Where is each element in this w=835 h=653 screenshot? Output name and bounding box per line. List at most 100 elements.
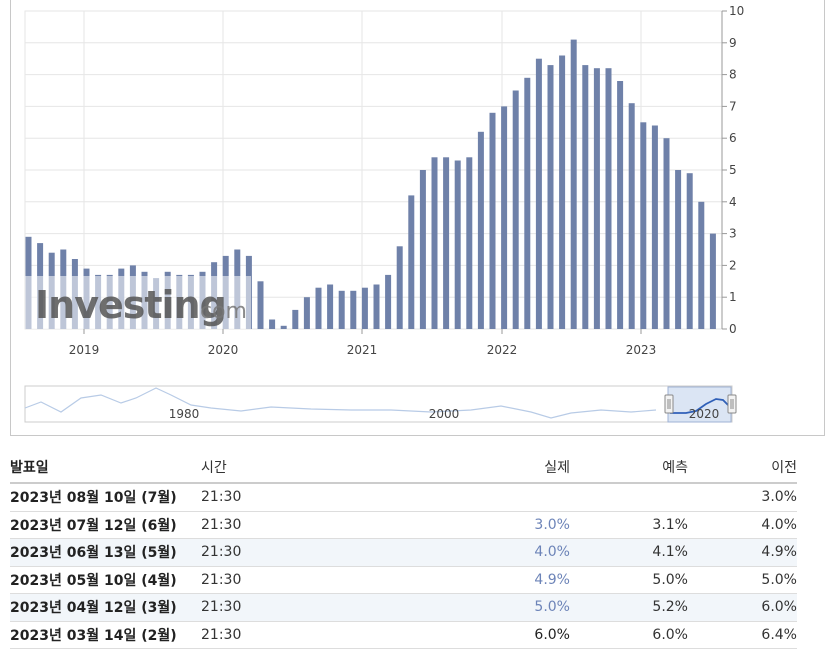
header-time[interactable]: 시간 — [201, 452, 421, 484]
bar — [257, 281, 264, 329]
bar — [303, 297, 310, 329]
cell-forecast: 4.1% — [570, 538, 688, 567]
cell-actual — [421, 483, 570, 512]
y-tick-label: 9 — [729, 36, 737, 50]
x-tick-label: 2020 — [208, 343, 239, 357]
bar — [396, 246, 403, 329]
table-row: 2023년 06월 13일 (5월) 21:30 4.0% 4.1% 4.9% — [10, 538, 797, 567]
y-tick-label: 2 — [729, 258, 737, 272]
bar — [535, 58, 542, 329]
bar — [361, 287, 368, 329]
navigator-selected-line — [670, 398, 730, 414]
cell-forecast: 3.1% — [570, 511, 688, 539]
bar — [385, 274, 392, 329]
bar — [628, 103, 635, 329]
bar — [605, 68, 612, 329]
handle-body — [727, 394, 737, 414]
cell-date: 2023년 07월 12일 (6월) — [10, 511, 201, 539]
cell-time: 21:30 — [201, 511, 421, 539]
table-row: 2023년 07월 12일 (6월) 21:30 3.0% 3.1% 4.0% — [10, 511, 797, 539]
cell-date: 2023년 06월 13일 (5월) — [10, 538, 201, 567]
cell-previous: 5.0% — [688, 566, 797, 594]
cell-previous: 3.0% — [688, 483, 797, 512]
navigator[interactable]: 1980 2000 2020 — [24, 385, 737, 423]
bar — [431, 157, 438, 329]
bar — [489, 112, 496, 329]
bar — [501, 106, 508, 330]
bar — [686, 173, 693, 329]
cell-time: 21:30 — [201, 538, 421, 567]
chart-panel: Investing .com 0 1 2 3 4 5 6 7 8 9 10 2019 2020 2021 2… — [10, 0, 825, 436]
y-tick-label: 1 — [729, 290, 737, 304]
cell-date: 2023년 04월 12일 (3월) — [10, 593, 201, 622]
watermark-com: .com — [193, 299, 247, 324]
cell-actual: 3.0% — [421, 511, 570, 539]
bar — [640, 122, 647, 329]
handle-body — [664, 394, 674, 414]
cell-actual: 6.0% — [421, 621, 570, 649]
bar — [338, 290, 345, 329]
bar — [315, 287, 322, 329]
bar — [419, 170, 426, 329]
watermark-backdrop — [25, 276, 251, 329]
cell-time: 21:30 — [201, 483, 421, 512]
x-tick-label: 2022 — [487, 343, 518, 357]
bar — [454, 160, 461, 329]
cell-actual: 5.0% — [421, 593, 570, 622]
cell-previous: 6.0% — [688, 593, 797, 622]
x-tick-label: 2021 — [347, 343, 378, 357]
watermark-investing: Investing — [35, 283, 226, 327]
cell-previous: 6.4% — [688, 621, 797, 649]
bar — [280, 325, 287, 329]
bar — [327, 284, 334, 329]
bar — [547, 65, 554, 329]
bar — [512, 90, 519, 329]
table-row: 2023년 04월 12일 (3월) 21:30 5.0% 5.2% 6.0% — [10, 593, 797, 622]
cell-previous: 4.0% — [688, 511, 797, 539]
y-tick-label: 6 — [729, 131, 737, 145]
navigator-label: 2000 — [429, 407, 460, 421]
cell-forecast — [570, 483, 688, 512]
navigator-handle[interactable] — [727, 394, 737, 414]
cell-date: 2023년 08월 10일 (7월) — [10, 483, 201, 512]
header-previous[interactable]: 이전 — [688, 452, 797, 484]
header-date[interactable]: 발표일 — [10, 452, 201, 484]
y-tick-label: 0 — [729, 322, 737, 336]
investing-watermark: Investing.com — [25, 276, 251, 329]
bar — [675, 170, 682, 329]
cell-forecast: 5.2% — [570, 593, 688, 622]
bar — [292, 309, 299, 329]
y-tick-label: 7 — [729, 99, 737, 113]
cell-date: 2023년 05월 10일 (4월) — [10, 566, 201, 594]
y-tick-label: 4 — [729, 195, 737, 209]
bar — [651, 125, 658, 329]
table-row: 2023년 05월 10일 (4월) 21:30 4.9% 5.0% 5.0% — [10, 566, 797, 594]
navigator-handle[interactable] — [664, 394, 674, 414]
bar — [709, 233, 716, 329]
bar — [477, 131, 484, 329]
table-row: 2023년 03월 14일 (2월) 21:30 6.0% 6.0% 6.4% — [10, 621, 797, 649]
y-tick-label: 10 — [729, 4, 744, 18]
cell-time: 21:30 — [201, 593, 421, 622]
x-axis: 2019 2020 2021 2022 2023 — [69, 329, 657, 357]
bar — [698, 201, 705, 329]
y-tick-label: 5 — [729, 163, 737, 177]
bar — [663, 138, 670, 329]
x-tick-label: 2019 — [69, 343, 100, 357]
release-table: 발표일 시간 실제 예측 이전 2023년 08월 10일 (7월) 21:30 3… — [10, 452, 797, 649]
cell-previous: 4.9% — [688, 538, 797, 567]
navigator-track — [24, 385, 733, 423]
header-forecast[interactable]: 예측 — [570, 452, 688, 484]
cell-actual: 4.0% — [421, 538, 570, 567]
bar — [570, 39, 577, 329]
bar — [269, 319, 276, 329]
cell-actual: 4.9% — [421, 566, 570, 594]
header-actual[interactable]: 실제 — [421, 452, 570, 484]
x-tick-label: 2023 — [626, 343, 657, 357]
cell-forecast: 6.0% — [570, 621, 688, 649]
cell-forecast: 5.0% — [570, 566, 688, 594]
navigator-history-line — [24, 387, 657, 419]
bar — [373, 284, 380, 329]
bar — [408, 195, 415, 329]
